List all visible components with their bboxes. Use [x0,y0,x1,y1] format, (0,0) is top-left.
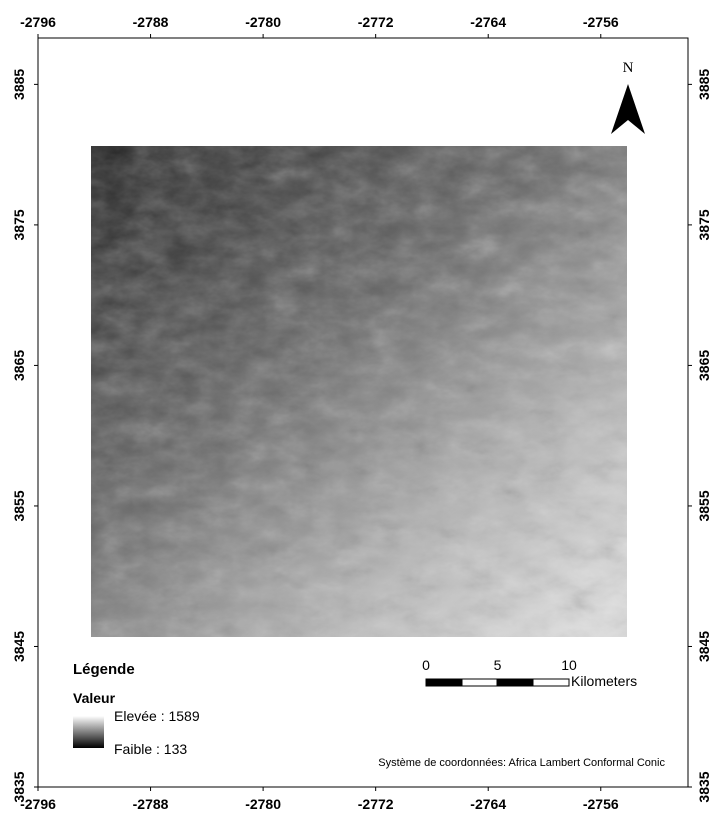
x-tick-label-bottom: -2772 [358,796,394,812]
north-label: N [623,60,634,76]
y-tick-label-left: 3875 [11,209,27,240]
y-tick-label-right: 3865 [696,350,712,381]
x-tick-label-top: -2756 [583,14,619,30]
legend-title: Légende [73,661,135,678]
north-arrow: N [611,60,645,134]
x-tick-label-top: -2772 [358,14,394,30]
y-tick-label-right: 3835 [696,771,712,802]
x-tick-label-top: -2788 [133,14,169,30]
legend-high: Elevée : 1589 [114,708,200,724]
x-tick-label-top: -2780 [245,14,281,30]
y-tick-label-left: 3845 [11,631,27,662]
scale-tick-label: 10 [561,657,577,673]
y-tick-label-right: 3845 [696,631,712,662]
crs-note: Système de coordonnées: Africa Lambert C… [378,757,665,769]
y-tick-label-right: 3885 [696,69,712,100]
scale-bar: Kilometers [425,673,637,689]
x-tick-label-bottom: -2788 [133,796,169,812]
legend-subtitle: Valeur [73,690,116,706]
x-tick-label-top: -2764 [470,14,506,30]
y-tick-label-right: 3855 [696,490,712,521]
legend-low: Faible : 133 [114,741,187,757]
y-tick-label-right: 3875 [696,209,712,240]
y-tick-label-left: 3885 [11,69,27,100]
y-tick-label-left: 3835 [11,771,27,802]
y-tick-label-left: 3855 [11,490,27,521]
x-tick-label-bottom: -2796 [20,796,56,812]
x-tick-label-bottom: -2780 [245,796,281,812]
scale-tick-label: 5 [494,657,502,673]
x-tick-label-top: -2796 [20,14,56,30]
map-frame [37,37,689,788]
scale-tick-label: 0 [422,657,430,673]
dem-raster [91,146,627,637]
scale-unit: Kilometers [571,673,637,689]
legend-ramp [73,716,104,748]
y-tick-label-left: 3865 [11,350,27,381]
x-tick-label-bottom: -2764 [470,796,506,812]
legend: Légende Valeur Elevée : 1589 Faible : 13… [73,661,200,757]
x-tick-label-bottom: -2756 [583,796,619,812]
